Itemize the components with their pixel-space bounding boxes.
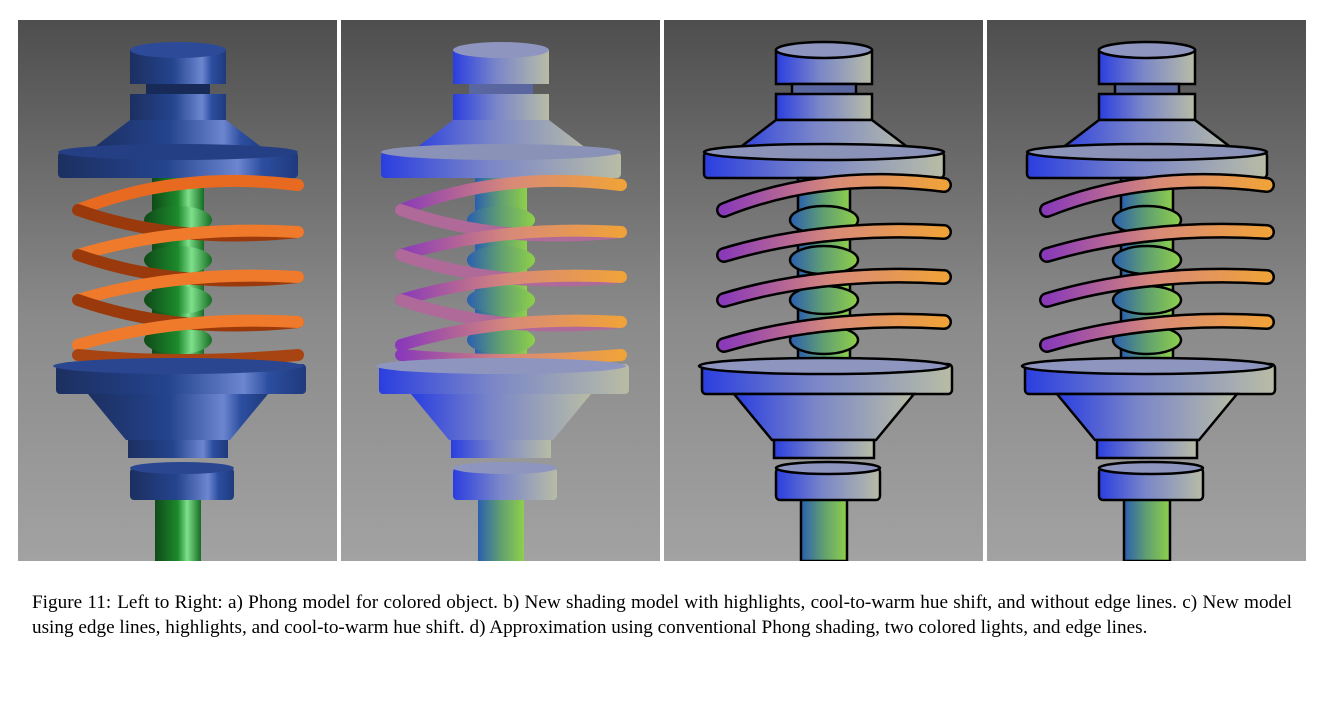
panel-b-render: [341, 20, 660, 561]
panel-c-render: [664, 20, 983, 561]
panel-d: [987, 20, 1306, 561]
panel-c: [664, 20, 983, 561]
panel-a-render: [18, 20, 337, 561]
panel-a: [18, 20, 337, 561]
figure-caption-text: Left to Right: a) Phong model for colore…: [32, 592, 1292, 638]
panel-b: [341, 20, 660, 561]
figure-caption: Figure 11: Left to Right: a) Phong model …: [32, 590, 1292, 640]
figure-label: Figure 11:: [32, 592, 112, 613]
figure-panels: [18, 20, 1308, 561]
panel-d-render: [987, 20, 1306, 561]
